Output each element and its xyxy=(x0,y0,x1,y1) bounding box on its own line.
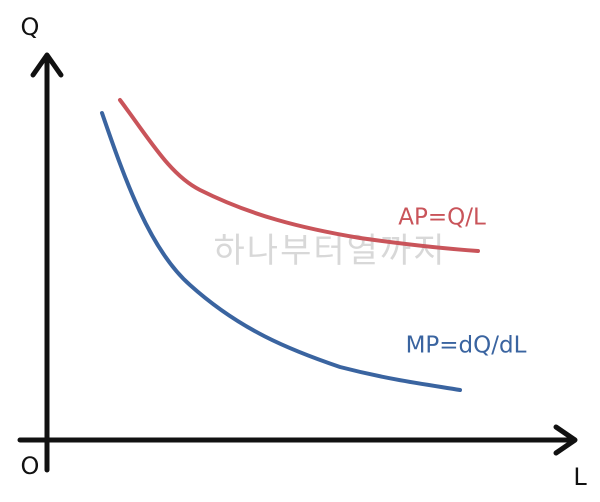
x-axis-arrow xyxy=(553,424,578,456)
watermark: 하나부터열까지 xyxy=(214,231,447,271)
y-axis-label: Q xyxy=(21,13,40,41)
mp-curve xyxy=(100,111,462,392)
ap-label: AP=Q/L xyxy=(398,205,486,231)
mp-label: MP=dQ/dL xyxy=(406,333,527,359)
y-axis-arrow xyxy=(30,52,64,78)
ap-curve xyxy=(118,98,480,253)
x-axis-label: L xyxy=(573,463,587,491)
origin-label: O xyxy=(21,452,40,480)
